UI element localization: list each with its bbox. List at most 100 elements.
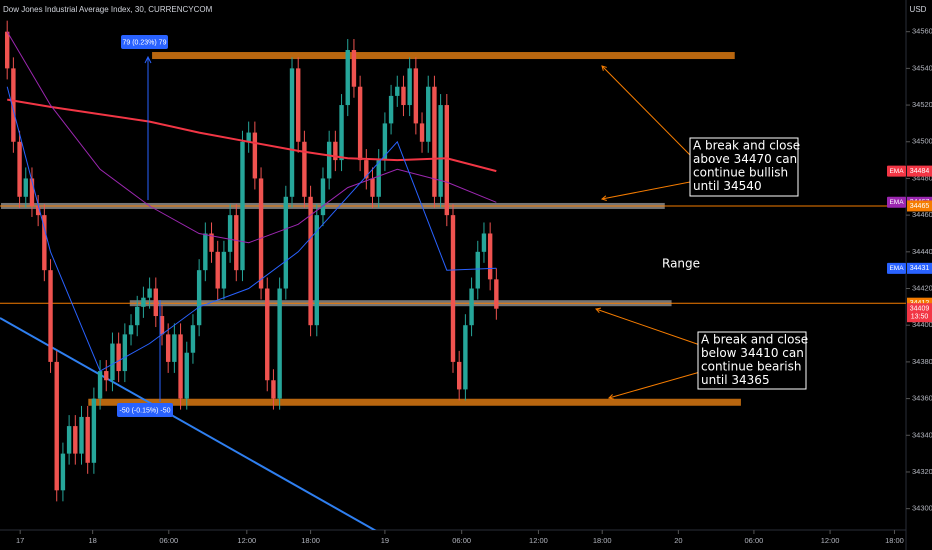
candle-body bbox=[376, 160, 381, 197]
x-tick-label: 06:00 bbox=[452, 536, 471, 545]
candle-body bbox=[302, 141, 307, 197]
x-tick-label: 18:00 bbox=[885, 536, 904, 545]
candle-body bbox=[141, 297, 146, 307]
candle-body bbox=[23, 178, 28, 197]
x-tick-label: 17 bbox=[16, 536, 24, 545]
ema-line bbox=[7, 98, 497, 173]
candle-body bbox=[42, 215, 47, 271]
candle-body bbox=[203, 233, 208, 271]
ema-line bbox=[6, 31, 497, 244]
candle-body bbox=[116, 343, 121, 372]
range-label: Range bbox=[662, 257, 700, 271]
candle-body bbox=[450, 215, 456, 362]
annotation-arrowhead bbox=[607, 394, 614, 400]
x-tick-label: 06:00 bbox=[745, 536, 764, 545]
zone bbox=[88, 398, 741, 406]
measure-box bbox=[121, 35, 168, 49]
candle-body bbox=[79, 416, 84, 454]
candle-body bbox=[382, 123, 388, 161]
candle-body bbox=[463, 325, 468, 390]
ema-tag bbox=[887, 262, 906, 274]
candle-body bbox=[66, 426, 72, 454]
candle-body bbox=[407, 68, 412, 106]
candle-body bbox=[320, 178, 326, 216]
candle-body bbox=[73, 426, 78, 454]
candle-body bbox=[271, 380, 276, 399]
ema-tag bbox=[887, 165, 906, 177]
candle-body bbox=[128, 325, 134, 335]
annotation-text: continue bullish bbox=[693, 166, 788, 180]
price-tag bbox=[907, 303, 932, 323]
candle-body bbox=[475, 251, 480, 289]
y-tick-label: 34560 bbox=[912, 27, 932, 36]
price-tag-label: 34431 bbox=[910, 265, 930, 272]
candle-body bbox=[481, 233, 487, 252]
candle-body bbox=[240, 141, 245, 271]
candle-body bbox=[110, 343, 115, 381]
candle-body bbox=[419, 123, 425, 142]
candle-body bbox=[333, 141, 338, 161]
candle-body bbox=[159, 316, 165, 335]
annotation-box bbox=[697, 331, 807, 390]
annotation-text: continue bearish bbox=[701, 360, 801, 374]
ema-tag-label: EMA bbox=[889, 265, 904, 272]
y-tick-label: 34420 bbox=[912, 283, 932, 292]
y-tick-label: 34440 bbox=[912, 247, 932, 256]
candle-body bbox=[308, 196, 313, 326]
annotation-arrow bbox=[595, 308, 701, 346]
candle-body bbox=[178, 334, 183, 399]
countdown: 13:50 bbox=[911, 314, 929, 321]
candle-body bbox=[165, 334, 171, 362]
candle-body bbox=[289, 68, 295, 197]
annotation-arrowhead bbox=[600, 195, 607, 201]
price-tag bbox=[907, 200, 932, 212]
candle-body bbox=[135, 306, 140, 326]
candle-body bbox=[246, 132, 251, 142]
candle-body bbox=[401, 86, 406, 106]
price-tag-label: 34465 bbox=[910, 203, 930, 210]
y-tick-label: 34460 bbox=[912, 210, 932, 219]
candle-body bbox=[227, 215, 233, 252]
measure-arrowhead bbox=[144, 55, 152, 64]
measure-box bbox=[117, 403, 173, 417]
candle-body bbox=[184, 352, 189, 399]
price-tag bbox=[907, 297, 932, 309]
y-tick-label: 34540 bbox=[912, 63, 932, 72]
candle-body bbox=[283, 196, 289, 289]
annotation-arrow bbox=[608, 371, 701, 399]
candle-body bbox=[153, 288, 158, 317]
candle-body bbox=[11, 68, 16, 142]
candle-body bbox=[4, 31, 10, 69]
y-tick-label: 34520 bbox=[912, 100, 932, 109]
candle-body bbox=[357, 86, 363, 161]
candle-body bbox=[234, 215, 239, 271]
candle-body bbox=[370, 178, 375, 197]
candle-body bbox=[196, 270, 202, 326]
annotation-arrowhead bbox=[595, 307, 602, 314]
price-tag bbox=[907, 165, 932, 177]
candle-body bbox=[314, 215, 319, 326]
x-tick-label: 18:00 bbox=[301, 536, 320, 545]
annotation-text: A break and close bbox=[693, 139, 800, 153]
candle-body bbox=[258, 178, 264, 289]
annotation-text: below 34410 can bbox=[701, 346, 804, 360]
candle-body bbox=[388, 95, 394, 124]
candle-body bbox=[221, 251, 227, 289]
candle-body bbox=[209, 233, 214, 252]
x-tick-label: 18:00 bbox=[593, 536, 612, 545]
candle-body bbox=[456, 361, 462, 390]
y-tick-label: 34340 bbox=[912, 430, 932, 439]
zone bbox=[152, 52, 735, 60]
candle-body bbox=[364, 160, 369, 179]
price-tag-label: 34409 bbox=[910, 306, 930, 313]
candle-body bbox=[395, 86, 400, 96]
candle-body bbox=[265, 288, 270, 381]
plot-area bbox=[0, 20, 906, 530]
candle-body bbox=[487, 233, 493, 280]
y-tick-label: 34500 bbox=[912, 137, 932, 146]
candle-body bbox=[469, 288, 474, 326]
annotation-text: above 34470 can bbox=[693, 152, 797, 166]
